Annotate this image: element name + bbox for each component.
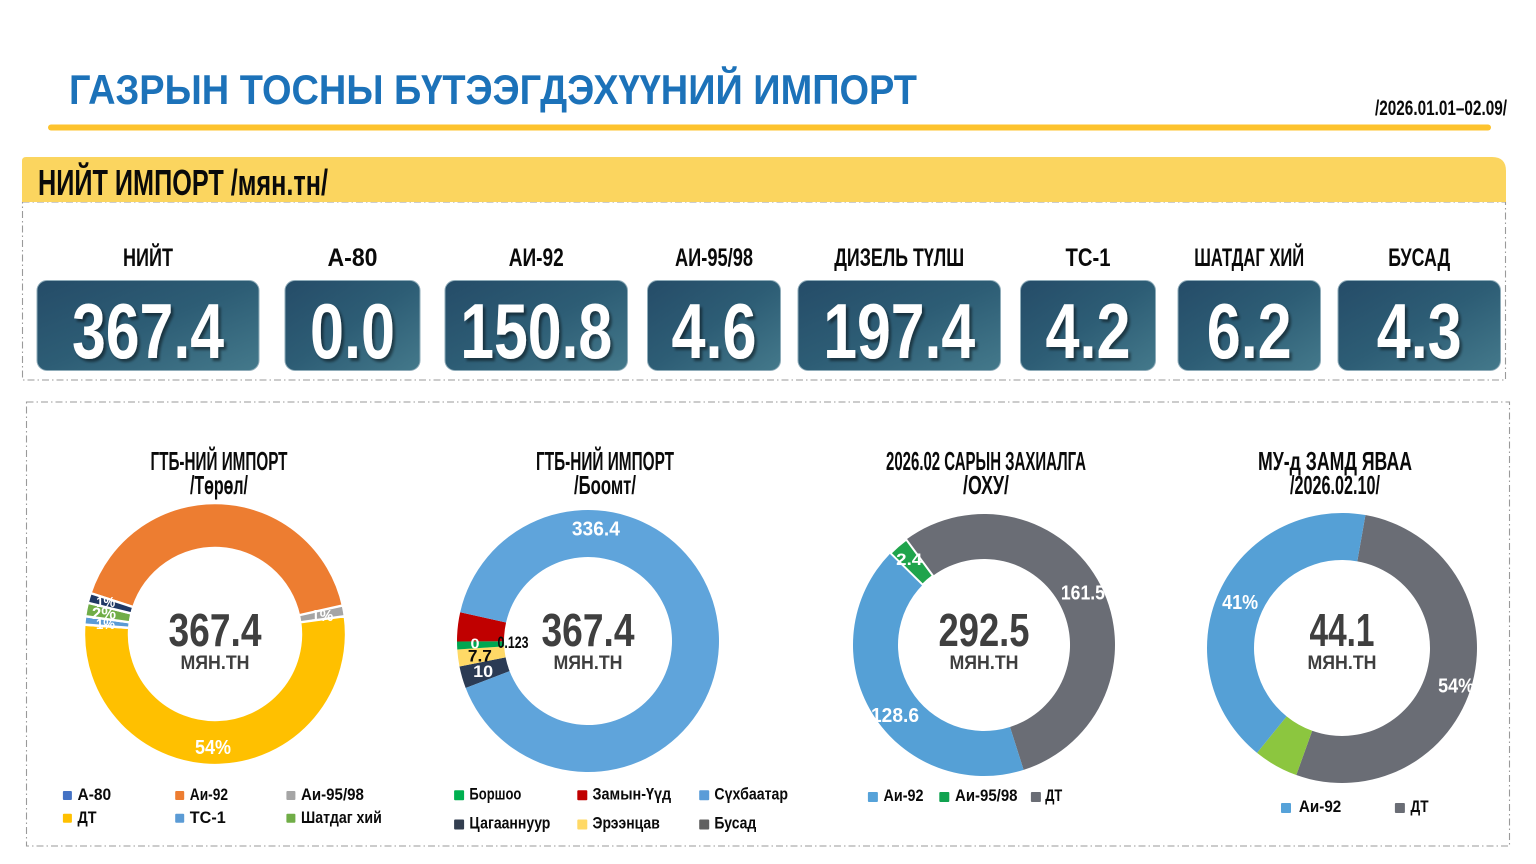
- svg-text:4.6: 4.6: [672, 287, 757, 375]
- svg-text:МЯН.ТН: МЯН.ТН: [1308, 653, 1377, 674]
- svg-text:МЯН.ТН: МЯН.ТН: [950, 653, 1019, 674]
- svg-text:ГТБ-НИЙ ИМПОРТ: ГТБ-НИЙ ИМПОРТ: [536, 446, 674, 476]
- svg-text:ТС-1: ТС-1: [1066, 244, 1111, 272]
- svg-text:Аи-92: Аи-92: [1299, 797, 1341, 816]
- svg-text:Аи-95/98: Аи-95/98: [301, 785, 364, 804]
- svg-text:/Боомт/: /Боомт/: [574, 470, 636, 500]
- svg-text:367.4: 367.4: [72, 287, 224, 375]
- svg-text:/2026.01.01–02.09/: /2026.01.01–02.09/: [1375, 97, 1507, 120]
- svg-text:44.1: 44.1: [1310, 604, 1375, 656]
- svg-text:128.6: 128.6: [871, 705, 919, 727]
- svg-text:0.123: 0.123: [498, 633, 529, 652]
- svg-text:Боршоо: Боршоо: [469, 785, 521, 804]
- svg-text:Бусад: Бусад: [714, 814, 756, 833]
- svg-text:1%: 1%: [96, 616, 115, 633]
- svg-text:Замын-Үүд: Замын-Үүд: [593, 785, 672, 804]
- svg-text:ДИЗЕЛЬ ТҮЛШ: ДИЗЕЛЬ ТҮЛШ: [834, 244, 964, 272]
- svg-text:367.4: 367.4: [542, 604, 635, 656]
- svg-text:Сүхбаатар: Сүхбаатар: [714, 785, 788, 804]
- svg-text:ДТ: ДТ: [78, 808, 98, 827]
- svg-text:1%: 1%: [311, 608, 333, 625]
- svg-text:ШАТДАГ ХИЙ: ШАТДАГ ХИЙ: [1194, 242, 1304, 272]
- svg-text:Аи-92: Аи-92: [884, 786, 924, 805]
- svg-text:4.2: 4.2: [1046, 287, 1131, 375]
- svg-text:54%: 54%: [1438, 675, 1474, 697]
- svg-text:МЯН.ТН: МЯН.ТН: [554, 653, 623, 674]
- svg-text:41%: 41%: [1222, 592, 1258, 614]
- svg-text:/2026.02.10/: /2026.02.10/: [1290, 470, 1380, 500]
- svg-text:2026.02 САРЫН ЗАХИАЛГА: 2026.02 САРЫН ЗАХИАЛГА: [886, 446, 1086, 476]
- svg-text:Аи-92: Аи-92: [190, 785, 228, 804]
- svg-text:Шатдаг хий: Шатдаг хий: [301, 808, 382, 827]
- svg-text:ДТ: ДТ: [1411, 797, 1429, 816]
- svg-text:НИЙТ: НИЙТ: [123, 242, 173, 272]
- svg-text:7.7: 7.7: [468, 646, 492, 665]
- svg-text:ГАЗРЫН ТОСНЫ БҮТЭЭГДЭХҮҮНИЙ ИМ: ГАЗРЫН ТОСНЫ БҮТЭЭГДЭХҮҮНИЙ ИМПОРТ: [69, 65, 917, 113]
- svg-text:АИ-92: АИ-92: [509, 244, 564, 272]
- svg-text:МЯН.ТН: МЯН.ТН: [181, 653, 250, 674]
- svg-text:2%: 2%: [92, 604, 116, 623]
- svg-text:1%: 1%: [96, 594, 115, 611]
- svg-text:197.4: 197.4: [823, 287, 975, 375]
- svg-text:4.3: 4.3: [1377, 287, 1462, 375]
- svg-text:10: 10: [473, 662, 493, 681]
- svg-text:БУСАД: БУСАД: [1388, 244, 1450, 272]
- svg-text:ГТБ-НИЙ ИМПОРТ: ГТБ-НИЙ ИМПОРТ: [151, 446, 288, 476]
- svg-text:0: 0: [471, 635, 480, 652]
- svg-text:А-80: А-80: [78, 785, 112, 804]
- svg-text:150.8: 150.8: [460, 287, 612, 375]
- svg-text:ДТ: ДТ: [1045, 786, 1062, 805]
- svg-text:/Төрөл/: /Төрөл/: [190, 470, 248, 500]
- svg-text:ТС-1: ТС-1: [190, 808, 226, 827]
- svg-text:6.2: 6.2: [1207, 287, 1292, 375]
- svg-text:/ОХУ/: /ОХУ/: [963, 470, 1009, 500]
- svg-text:Эрээнцав: Эрээнцав: [593, 814, 660, 833]
- svg-text:Аи-95/98: Аи-95/98: [955, 786, 1018, 805]
- svg-text:Цагааннуур: Цагааннуур: [469, 814, 550, 833]
- svg-text:292.5: 292.5: [939, 604, 1030, 656]
- svg-text:2.4: 2.4: [896, 550, 923, 569]
- svg-text:54%: 54%: [195, 737, 231, 759]
- svg-text:АИ-95/98: АИ-95/98: [675, 244, 753, 272]
- svg-text:336.4: 336.4: [572, 519, 621, 541]
- svg-text:367.4: 367.4: [169, 604, 262, 656]
- svg-text:0.0: 0.0: [310, 287, 395, 375]
- svg-text:А-80: А-80: [328, 244, 378, 272]
- svg-text:НИЙТ ИМПОРТ /мян.тн/: НИЙТ ИМПОРТ /мян.тн/: [38, 161, 328, 203]
- svg-text:161.5: 161.5: [1061, 583, 1105, 605]
- svg-text:МУ-д ЗАМД ЯВАА: МУ-д ЗАМД ЯВАА: [1258, 446, 1412, 476]
